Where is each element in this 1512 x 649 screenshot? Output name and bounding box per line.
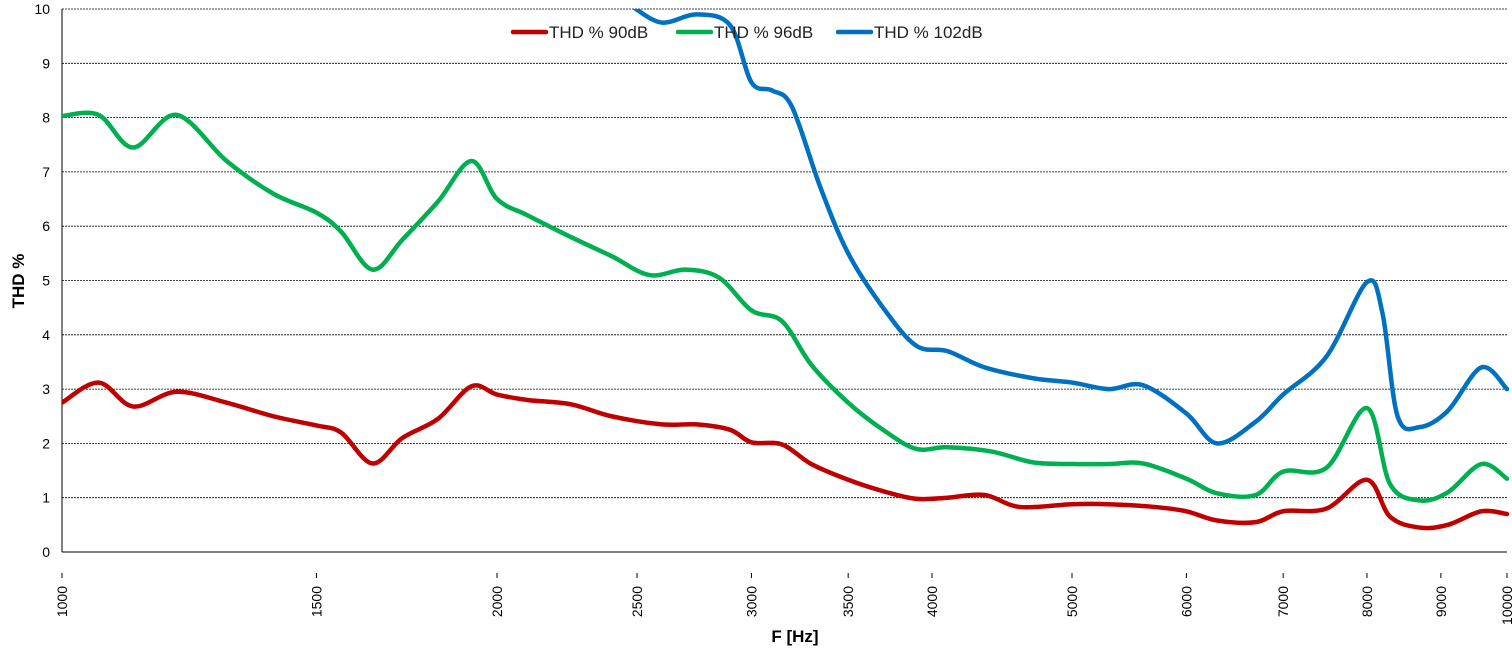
y-tick-label: 6 bbox=[42, 218, 50, 234]
gridlines bbox=[62, 8, 1507, 499]
x-tick-label: 10000 bbox=[1499, 586, 1512, 625]
legend-item-2: THD % 96dB bbox=[675, 23, 813, 42]
x-tick-label: 2500 bbox=[629, 586, 645, 617]
series-line-2 bbox=[62, 110, 1510, 503]
legend-item-3: THD % 102dB bbox=[835, 23, 983, 42]
x-tick-label: 3000 bbox=[743, 586, 759, 617]
series-lines bbox=[62, 9, 1510, 531]
x-tick-label: 5000 bbox=[1064, 586, 1080, 617]
x-tick-label: 6000 bbox=[1178, 586, 1194, 617]
legend-label: THD % 102dB bbox=[874, 23, 983, 42]
y-tick-label: 5 bbox=[42, 273, 50, 289]
y-tick-label: 3 bbox=[42, 381, 50, 397]
x-tick-label: 7000 bbox=[1275, 586, 1291, 617]
series-line-1 bbox=[62, 380, 1510, 531]
x-tick-label: 8000 bbox=[1359, 586, 1375, 617]
x-tick-label: 1500 bbox=[308, 586, 324, 617]
tick-labels: 0 1 2 3 4 5 6 7 8 9 10 1000 1500 2000 2500 3000 3500 4000… bbox=[34, 1, 1512, 625]
x-tick-label: 3500 bbox=[840, 586, 856, 617]
x-axis-title: F [Hz] bbox=[771, 627, 818, 646]
x-tick-label: 4000 bbox=[924, 586, 940, 617]
x-tick-label: 1000 bbox=[54, 586, 70, 617]
x-tick-label: 9000 bbox=[1433, 586, 1449, 617]
y-tick-label: 9 bbox=[42, 55, 50, 71]
legend: THD % 90dB THD % 96dB THD % 102dB bbox=[510, 23, 983, 42]
axes bbox=[61, 9, 1508, 578]
y-tick-label: 7 bbox=[42, 164, 50, 180]
legend-item-1: THD % 90dB bbox=[510, 23, 648, 42]
y-tick-label: 8 bbox=[42, 110, 50, 126]
series-line-3 bbox=[632, 9, 1510, 446]
legend-label: THD % 90dB bbox=[549, 23, 648, 42]
y-tick-label: 1 bbox=[42, 490, 50, 506]
y-tick-label: 4 bbox=[42, 327, 50, 343]
x-tick-label: 2000 bbox=[489, 586, 505, 617]
y-tick-label: 0 bbox=[42, 544, 50, 560]
y-tick-label: 10 bbox=[34, 1, 50, 17]
legend-label: THD % 96dB bbox=[714, 23, 813, 42]
y-axis-title: THD % bbox=[9, 254, 28, 309]
y-tick-label: 2 bbox=[42, 435, 50, 451]
